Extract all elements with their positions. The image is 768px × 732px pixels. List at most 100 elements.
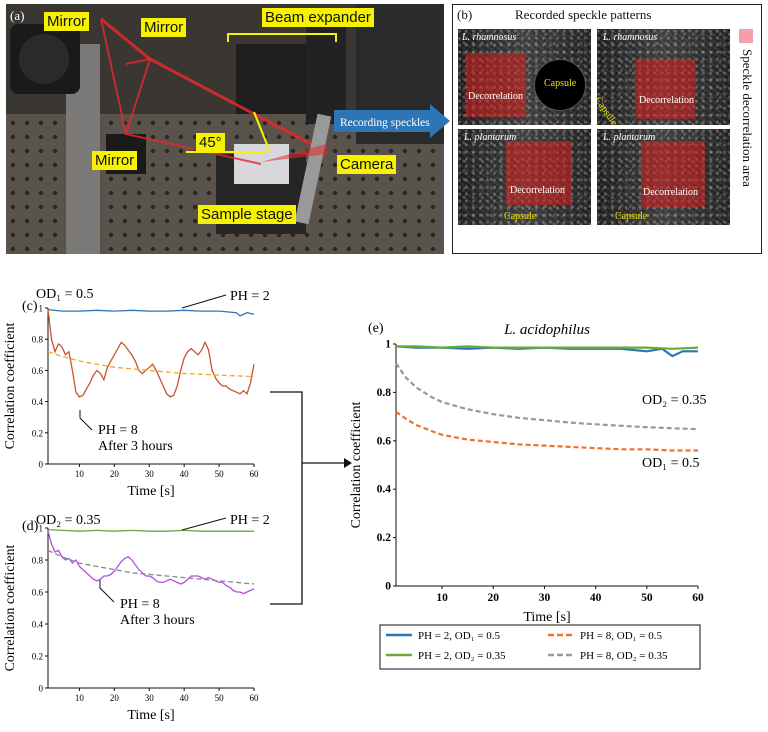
decorrelation-area xyxy=(466,53,526,117)
panel-b-title: Recorded speckle patterns xyxy=(515,7,652,22)
label-camera: Camera xyxy=(337,155,397,174)
legend-entry-2: PH = 8, OD₁ = 0.5 xyxy=(580,630,662,642)
legend-box xyxy=(379,624,701,670)
y-tick-label: 0.6 xyxy=(377,435,392,447)
series-line-1 xyxy=(47,309,255,398)
legend-entry-0: PH = 2, OD₁ = 0.5 xyxy=(418,630,500,642)
chart-c: 0 0.2 0.4 0.6 0.8 1 10 20 30 40 50 60 Time [s] Correl… xyxy=(3,287,270,499)
annotation-od2: OD₂ = 0.35 xyxy=(36,513,101,528)
label-ph8: PH = 8 xyxy=(98,423,138,438)
decorrelation-label: Decorrelation xyxy=(468,91,523,102)
label-mirror-top-left: Mirror xyxy=(44,12,90,31)
leader-ph8 xyxy=(99,580,115,603)
species-label: L. rhamnosus xyxy=(603,32,658,43)
leader-ph2 xyxy=(181,294,227,309)
legend-entry-1: PH = 2, OD₂ = 0.35 xyxy=(418,650,506,662)
y-axis-label: Correlation coefficient xyxy=(3,322,18,449)
series-line-1 xyxy=(47,531,255,595)
y-axis-label: Correlation coefficient xyxy=(349,401,364,528)
x-tick-label: 20 xyxy=(110,693,120,703)
decorrelation-label: Decorrelation xyxy=(639,95,694,106)
series-line-0 xyxy=(47,308,255,317)
decorrelation-area xyxy=(635,59,695,119)
x-tick-label: 30 xyxy=(145,469,155,479)
y-tick-label: 0.4 xyxy=(32,397,44,407)
x-tick-label: 60 xyxy=(692,592,704,604)
label-after-3h: After 3 hours xyxy=(120,613,195,628)
chart-e-title: L. acidophilus xyxy=(503,322,590,338)
speckle-image-2: L. rhamnosus Decorrelation Capsule xyxy=(597,29,730,125)
x-tick-label: 50 xyxy=(641,592,653,604)
legend-swatch xyxy=(739,29,753,43)
y-tick-label: 0.4 xyxy=(377,484,392,496)
x-axis-label: Time [s] xyxy=(523,610,570,625)
y-tick-label: 0.2 xyxy=(377,532,392,544)
capsule-label: Capsule xyxy=(504,211,537,222)
label-ph2: PH = 2 xyxy=(230,289,270,304)
y-tick-label: 1 xyxy=(39,524,44,534)
y-axis-label: Correlation coefficient xyxy=(3,544,18,671)
label-after-3h: After 3 hours xyxy=(98,439,173,454)
legend-label: Speckle decorrelation area xyxy=(740,49,755,187)
series-line-3 xyxy=(395,362,699,431)
label-ph8: PH = 8 xyxy=(120,597,160,612)
recording-arrow-label: Recording speckles xyxy=(340,117,430,129)
series-line-2 xyxy=(395,410,698,452)
decorrelation-label: Decorrelation xyxy=(510,185,565,196)
x-tick-label: 50 xyxy=(215,693,225,703)
capsule-label: Capsule xyxy=(615,211,648,222)
series-line-1 xyxy=(396,345,699,350)
panel-a-letter: (a) xyxy=(10,8,25,23)
panel-b: (b) Recorded speckle patterns L. rhamnos… xyxy=(452,4,762,254)
setup-photo: (a) Mirror Mirror Beam expander Mirror 4… xyxy=(6,4,444,254)
leader-ph8 xyxy=(79,410,93,431)
y-tick-label: 0.2 xyxy=(32,428,43,438)
species-label: L. plantarum xyxy=(464,132,517,143)
x-tick-label: 10 xyxy=(75,469,85,479)
capsule-label: Capsule xyxy=(544,78,577,89)
x-tick-label: 50 xyxy=(215,469,225,479)
speckle-image-3: L. plantarum Decorrelation Capsule xyxy=(458,129,591,225)
chart-e-legend: PH = 2, OD₁ = 0.5 PH = 2, OD₂ = 0.35 PH = … xyxy=(379,624,701,670)
x-tick-label: 60 xyxy=(250,693,260,703)
y-tick-label: 0 xyxy=(39,460,44,470)
x-tick-label: 20 xyxy=(488,592,500,604)
species-label: L. rhamnosus xyxy=(462,32,517,43)
x-tick-label: 40 xyxy=(180,693,190,703)
connector-lines xyxy=(270,391,352,605)
label-sample-stage: Sample stage xyxy=(198,205,296,224)
series-line-2 xyxy=(47,351,255,378)
annotation-od1: OD₁ = 0.5 xyxy=(36,287,94,302)
y-tick-label: 0.8 xyxy=(32,556,44,566)
panel-c-letter: (c) xyxy=(22,299,38,314)
leader-ph2 xyxy=(181,517,227,531)
chart-d: 0 0.2 0.4 0.6 0.8 1 10 20 30 40 50 60 Time [s] Correl… xyxy=(3,513,270,723)
y-tick-label: 0 xyxy=(39,684,44,694)
decorrelation-area xyxy=(641,141,705,207)
x-tick-label: 40 xyxy=(180,469,190,479)
recording-arrow-shape xyxy=(334,104,450,138)
annotation-od2: OD₂ = 0.35 xyxy=(642,393,707,408)
x-tick-label: 30 xyxy=(539,592,551,604)
label-mirror-bottom: Mirror xyxy=(92,151,138,170)
panel-d-letter: (d) xyxy=(22,519,39,534)
legend-entry-3: PH = 8, OD₂ = 0.35 xyxy=(580,650,668,662)
x-tick-label: 10 xyxy=(75,693,85,703)
x-tick-label: 20 xyxy=(110,469,120,479)
y-tick-label: 0.4 xyxy=(32,620,44,630)
species-label: L. plantarum xyxy=(603,132,656,143)
x-axis-label: Time [s] xyxy=(127,484,174,499)
y-tick-label: 0.6 xyxy=(32,588,44,598)
label-ph2: PH = 2 xyxy=(230,513,270,528)
y-tick-label: 0.6 xyxy=(32,366,44,376)
x-tick-label: 60 xyxy=(250,469,260,479)
panel-b-letter: (b) xyxy=(457,7,473,22)
decorrelation-label: Decorrelation xyxy=(643,187,698,198)
x-axis-label: Time [s] xyxy=(127,708,174,723)
decorrelation-area xyxy=(506,141,572,205)
label-angle: 45° xyxy=(196,133,225,152)
y-tick-label: 0.8 xyxy=(32,335,44,345)
recording-arrow: Recording speckles xyxy=(334,104,450,138)
x-tick-label: 10 xyxy=(436,592,448,604)
label-beam-expander: Beam expander xyxy=(262,8,374,27)
